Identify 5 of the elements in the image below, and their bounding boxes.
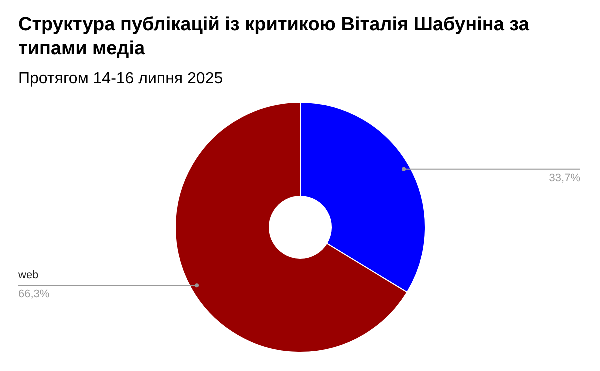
slice-label: web: [18, 270, 39, 282]
chart-subtitle: Протягом 14-16 липня 2025: [18, 70, 224, 88]
chart-title: Структура публікацій із критикою Віталія Шабуніна за типами медіа: [18, 14, 530, 60]
data-label: 66,3%: [18, 288, 50, 301]
data-label: 33,7%: [549, 172, 581, 184]
